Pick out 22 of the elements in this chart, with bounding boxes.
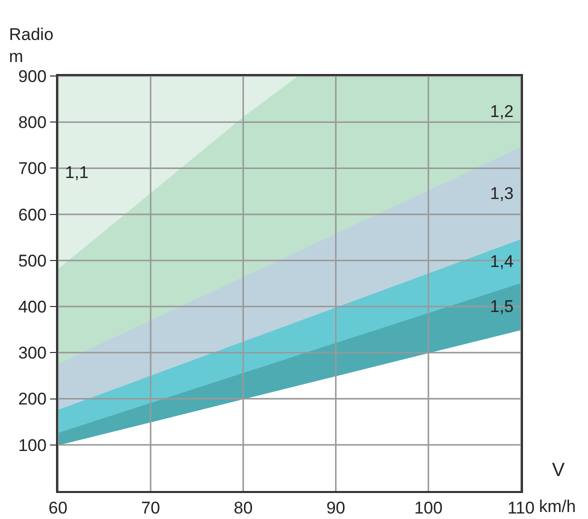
x-tick-label: 110 [507, 498, 535, 518]
y-tick-label: 800 [18, 113, 47, 132]
y-tick-label: 400 [18, 298, 47, 317]
x-tick-label: 100 [414, 498, 443, 518]
series-label: 1,5 [490, 297, 514, 316]
series-label: 1,2 [490, 102, 514, 121]
y-tick-label: 900 [18, 66, 47, 86]
y-tick-label: 100 [18, 436, 47, 455]
x-tick-label: 60 [48, 498, 68, 518]
x-tick-label: 80 [234, 498, 253, 518]
y-tick-label: 500 [18, 251, 47, 270]
y-axis-title: Radio m [9, 25, 54, 66]
y-tick-label: 700 [18, 159, 47, 178]
x-tick-label: 90 [326, 498, 346, 518]
y-tick-label: 600 [18, 205, 47, 224]
series-label: 1,3 [490, 184, 514, 203]
y-tick-label: 200 [18, 390, 47, 409]
x-axis-title: V km/h [539, 460, 576, 516]
x-tick-label: 70 [141, 498, 160, 518]
y-tick-label: 300 [18, 344, 47, 363]
series-label: 1,1 [65, 163, 89, 182]
series-label: 1,4 [490, 252, 514, 271]
